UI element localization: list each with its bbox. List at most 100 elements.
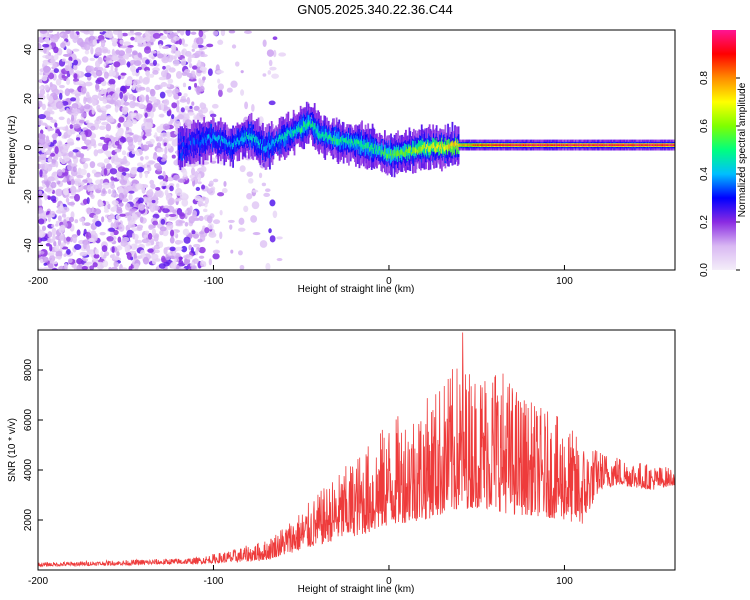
x-tick-label: 0 [386,576,392,587]
spectrogram-cell [65,197,70,203]
spectrogram-cell [45,243,51,247]
spectrogram-cell [41,225,47,231]
spectrogram-cell [57,215,62,222]
spectrogram-cell [182,169,188,178]
x-tick-label: 0 [386,276,392,287]
spectrogram-cell [60,42,66,49]
spectrogram-cell [184,210,188,214]
spectrogram-cell [191,214,198,222]
spectrogram-cell [231,44,237,49]
spectrogram-cell [265,262,271,270]
spectrogram-cell [85,232,92,240]
spectrogram-cell [199,79,204,87]
spectrogram-cell [43,46,47,54]
spectrogram-cell [103,63,107,67]
spectrogram-cell [83,43,91,51]
spectrogram-x-axis-label: Height of straight line (km) [298,284,415,295]
spectrogram-cell [240,89,245,96]
spectrogram-cell [103,71,109,79]
spectrogram-cell [83,162,89,169]
spectrogram-cell [144,171,148,179]
spectrogram-cell [115,158,123,163]
spectrogram-cell [208,258,212,266]
spectrogram-cell [85,91,90,98]
spectrogram-cell [74,179,83,187]
spectrogram-cell [108,266,112,270]
y-tick-label: 2000 [23,508,34,531]
spectrogram-cell [122,54,129,59]
spectrogram-cell [90,251,94,258]
spectrogram-cell [72,123,81,129]
spectrogram-cell [145,86,151,93]
spectrogram-cell [121,150,127,156]
spectrogram-cell [142,134,146,141]
spectrogram-cell [43,262,48,266]
spectrogram-cell [82,258,89,262]
spectrogram-cell [165,213,169,218]
spectrogram-cell [132,95,137,102]
snr-y-ticks: 2000 4000 6000 8000 [23,358,43,531]
spectrogram-cell [130,65,136,73]
spectrogram-cell [151,228,157,236]
spectrogram-cell [88,237,95,243]
spectrogram-cell [158,263,166,269]
spectrogram-cell [96,149,104,154]
spectrogram-cell [194,82,198,88]
spectrogram-cell [151,56,155,60]
spectrogram-cell [73,262,77,270]
spectrogram-cell [49,84,58,92]
spectrogram-cell [173,174,181,181]
spectrogram-cell [61,213,67,218]
spectrogram-cell [58,116,65,121]
spectrogram-cell [93,149,99,157]
spectrogram-cell [89,30,94,36]
spectrogram-cell [170,45,175,50]
spectrogram-cell [96,116,100,122]
spectrogram-cell [117,75,121,80]
spectrogram-cell [237,250,243,256]
spectrogram-cell [38,218,45,225]
spectrogram-cell [181,38,185,46]
spectrogram-cell [212,219,221,225]
spectrogram-cell [110,266,118,270]
spectrogram-cell [155,186,161,191]
spectrogram-cell [58,126,65,130]
spectrogram-cell [114,148,122,153]
spectrogram-cell [195,186,201,191]
spectrogram-cell [170,113,175,120]
spectrogram-cell [156,156,163,163]
spectrogram-cell [47,158,52,163]
spectrogram-cell [265,188,271,193]
spectrogram-cell [212,30,219,36]
spectrogram-cell [138,203,145,211]
spectrogram-cell [131,188,139,192]
spectrogram-cell [76,264,83,270]
spectrogram-cell [39,169,43,178]
spectrogram-cell [198,246,206,254]
spectrogram-cell [74,193,80,202]
spectrogram-cell [159,91,166,99]
spectrogram-cell [198,231,205,235]
spectrogram-cell [150,183,156,190]
spectrogram-cell [130,36,135,41]
spectrogram-cell [109,168,118,175]
spectrogram-cell [52,62,58,68]
spectrogram-cell [49,35,57,39]
spectrogram-cell [55,250,63,258]
spectrogram-cell [217,192,225,197]
spectrogram-cell [38,186,44,190]
spectrogram-cell [100,192,106,197]
spectrogram-cell [99,231,106,236]
snr-frame [37,329,676,571]
spectrogram-cell [144,230,150,234]
spectrogram-cell [188,78,197,82]
spectrogram-cell [52,133,59,138]
spectrogram-cell [161,103,165,111]
spectrogram-cell [89,57,96,62]
spectrogram-cell [121,58,126,66]
spectrogram-cell [52,234,56,242]
spectrogram-cell [145,59,150,65]
spectrogram-cell [61,148,69,154]
spectrogram-cell [171,102,178,109]
spectrogram-cell [101,245,108,253]
